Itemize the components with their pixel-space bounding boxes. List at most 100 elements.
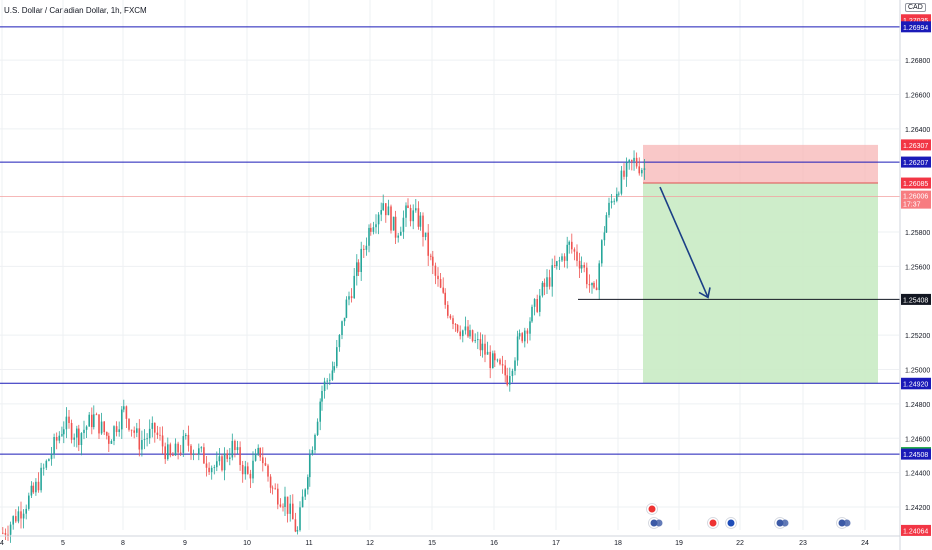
- candle-body: [484, 343, 486, 355]
- candle-body: [479, 339, 482, 351]
- candle-body: [494, 353, 496, 361]
- level-price-label[interactable]: 1.26994: [903, 25, 928, 32]
- candle-body: [83, 429, 85, 434]
- candle-body: [190, 445, 192, 455]
- us-flag-icon[interactable]: [781, 519, 789, 527]
- candle-body: [154, 422, 156, 433]
- candle-body: [326, 380, 328, 382]
- candle-body: [514, 360, 516, 371]
- candle-body: [467, 326, 469, 337]
- position-zones[interactable]: [643, 144, 878, 384]
- us-flag-icon[interactable]: [843, 519, 851, 527]
- level-price-label[interactable]: 1.24508: [903, 452, 928, 459]
- candle-body: [580, 264, 583, 269]
- candle-body: [68, 416, 70, 424]
- price-axis[interactable]: 1.26800 1.26600 1.26400 1.25800 1.25600 1.252…: [899, 0, 931, 550]
- horizontal-levels[interactable]: [0, 26, 900, 455]
- countdown-label: 17:37: [903, 202, 921, 209]
- candle-body: [442, 287, 444, 293]
- candle-body: [631, 160, 633, 162]
- currency-badge[interactable]: CAD: [905, 3, 926, 12]
- candle-body: [370, 227, 372, 232]
- candle-body: [469, 330, 471, 337]
- candle-body: [88, 414, 90, 427]
- us-flag-icon[interactable]: [655, 519, 663, 527]
- candle-body: [7, 534, 9, 536]
- candle-body: [529, 321, 531, 334]
- candle-body: [182, 436, 185, 453]
- candle-body: [130, 429, 133, 431]
- candle-body: [279, 504, 282, 507]
- candle-body: [588, 284, 591, 286]
- us-flag-icon[interactable]: [838, 519, 846, 527]
- candle-body: [223, 453, 226, 471]
- candle-body: [286, 496, 289, 514]
- stop-loss-zone[interactable]: [643, 144, 878, 184]
- us-flag-icon[interactable]: [650, 519, 658, 527]
- candle-body: [148, 428, 151, 439]
- candle-body: [360, 248, 362, 272]
- candle-body: [121, 409, 123, 430]
- candle-body: [32, 485, 35, 493]
- candle-body: [499, 359, 501, 365]
- candle-body: [353, 275, 355, 299]
- stop-price-label[interactable]: 1.26307: [903, 143, 928, 150]
- candle-body: [345, 299, 348, 318]
- ca-flag-icon[interactable]: [648, 505, 656, 513]
- ca-flag-icon[interactable]: [709, 519, 717, 527]
- candle-body: [430, 255, 432, 257]
- candle-body: [341, 321, 343, 336]
- drawing-overlay[interactable]: [578, 186, 900, 300]
- price-tick-label: 1.25200: [905, 333, 930, 340]
- candle-body: [304, 489, 306, 497]
- candle-body: [35, 481, 37, 493]
- candle-body: [462, 330, 464, 337]
- candle-body: [571, 241, 573, 250]
- level-price-label[interactable]: 1.26207: [903, 160, 928, 167]
- candle-body: [200, 447, 203, 449]
- candle-body: [496, 359, 499, 361]
- candle-body: [524, 330, 526, 342]
- candle-body: [17, 511, 20, 522]
- entry-price-label[interactable]: 1.26085: [903, 181, 928, 188]
- candle-body: [267, 465, 269, 477]
- level-price-label-bg: [901, 156, 931, 168]
- candle-body: [48, 459, 50, 461]
- candle-body: [409, 207, 412, 222]
- eu-flag-icon[interactable]: [727, 519, 735, 527]
- candle-body: [338, 335, 341, 348]
- candle-body: [365, 245, 368, 250]
- candle-body: [133, 430, 135, 433]
- economic-events[interactable]: [646, 503, 851, 529]
- candle-body: [123, 406, 125, 410]
- candle-body: [623, 170, 625, 177]
- us-flag-icon[interactable]: [776, 519, 784, 527]
- candle-body: [563, 256, 566, 261]
- down-arrow-shaft[interactable]: [659, 186, 709, 298]
- candle-body: [187, 434, 190, 446]
- candle-body: [254, 453, 257, 461]
- candle-body: [174, 443, 177, 456]
- candle-body: [377, 214, 380, 225]
- candle-body: [239, 447, 241, 465]
- down-arrow-head[interactable]: [698, 287, 711, 299]
- candle-body: [50, 454, 53, 460]
- time-axis[interactable]: 4 5 8 9 10 11 12 15 16 17 18 19 22 23 24: [0, 535, 900, 547]
- price-label-high[interactable]: 1.27035: [903, 18, 928, 25]
- candle-body: [301, 496, 304, 508]
- candle-body: [546, 277, 548, 287]
- candle-body: [244, 466, 247, 475]
- candle-body: [415, 208, 417, 211]
- take-profit-zone[interactable]: [643, 183, 878, 384]
- price-tick-label: 1.25800: [905, 230, 930, 237]
- candle-body: [568, 241, 570, 245]
- level-price-label[interactable]: 1.24920: [903, 381, 928, 388]
- chart-title: U.S. Dollar / Canadian Dollar, 1h, FXCM: [4, 6, 147, 15]
- candle-body: [464, 326, 467, 331]
- candle-body: [375, 224, 377, 228]
- candle-body: [231, 440, 234, 458]
- price-label-low[interactable]: 1.24064: [903, 528, 928, 535]
- candle-body: [294, 519, 297, 532]
- target-price-label[interactable]: 1.25408: [903, 297, 928, 304]
